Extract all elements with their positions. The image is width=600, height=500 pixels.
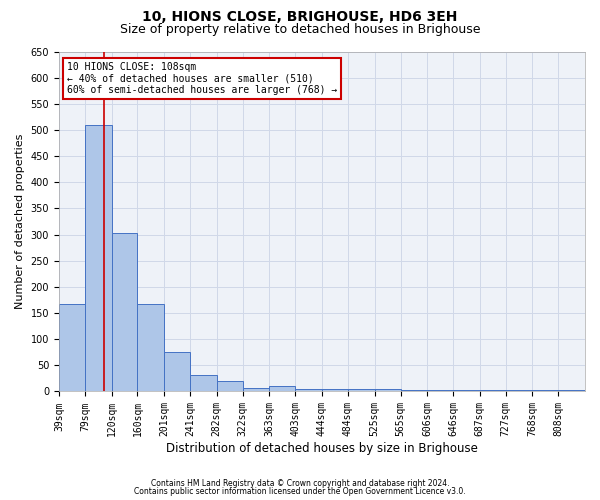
Bar xyxy=(164,352,190,392)
Bar xyxy=(243,388,269,392)
X-axis label: Distribution of detached houses by size in Brighouse: Distribution of detached houses by size … xyxy=(166,442,478,455)
Text: Contains public sector information licensed under the Open Government Licence v3: Contains public sector information licen… xyxy=(134,487,466,496)
Bar xyxy=(190,376,217,392)
Bar xyxy=(480,390,506,392)
Bar xyxy=(348,389,374,392)
Bar xyxy=(559,390,585,392)
Text: Size of property relative to detached houses in Brighouse: Size of property relative to detached ho… xyxy=(120,22,480,36)
Bar xyxy=(322,389,348,392)
Bar xyxy=(506,390,532,392)
Text: 10 HIONS CLOSE: 108sqm
← 40% of detached houses are smaller (510)
60% of semi-de: 10 HIONS CLOSE: 108sqm ← 40% of detached… xyxy=(67,62,337,95)
Bar xyxy=(374,389,401,392)
Bar xyxy=(295,389,322,392)
Bar xyxy=(137,304,164,392)
Bar xyxy=(427,390,453,392)
Bar xyxy=(269,386,295,392)
Y-axis label: Number of detached properties: Number of detached properties xyxy=(15,134,25,309)
Bar xyxy=(85,124,112,392)
Text: 10, HIONS CLOSE, BRIGHOUSE, HD6 3EH: 10, HIONS CLOSE, BRIGHOUSE, HD6 3EH xyxy=(142,10,458,24)
Bar xyxy=(112,233,137,392)
Bar xyxy=(532,390,559,392)
Bar xyxy=(59,304,85,392)
Bar xyxy=(401,390,427,392)
Bar xyxy=(217,381,243,392)
Bar xyxy=(453,390,480,392)
Text: Contains HM Land Registry data © Crown copyright and database right 2024.: Contains HM Land Registry data © Crown c… xyxy=(151,478,449,488)
